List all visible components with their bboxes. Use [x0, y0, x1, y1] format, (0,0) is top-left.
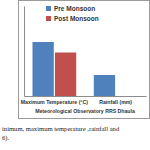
bar	[116, 96, 137, 97]
legend-swatch	[46, 16, 51, 21]
caption: 6).	[2, 134, 9, 142]
x-axis-title: Meteorological Observatory RRS Dhaula	[35, 108, 135, 114]
bar	[32, 42, 53, 96]
x-tick-label: Maximum Temperature (°C)	[21, 99, 88, 105]
chart-frame	[19, 1, 150, 119]
y-axis	[24, 7, 25, 97]
x-tick: Rainfall (mm)	[99, 96, 132, 105]
legend: Pre Monsoon Post Monsoon	[46, 5, 99, 22]
x-axis: Maximum Temperature (°C) Rainfall (mm)	[21, 96, 147, 105]
legend-swatch	[46, 6, 51, 11]
legend-label: Post Monsoon	[54, 15, 99, 22]
caption: inimum, maximum temperature ,rainfall an…	[2, 125, 120, 132]
bar	[94, 75, 115, 96]
chart: Maximum Temperature (°C) Rainfall (mm) Met…	[0, 0, 150, 150]
bars	[32, 42, 115, 96]
x-tick-label: Rainfall (mm)	[99, 99, 132, 105]
x-axis-line	[25, 96, 147, 97]
bar	[55, 53, 76, 97]
y-axis-line	[24, 7, 25, 97]
x-tick: Maximum Temperature (°C)	[21, 96, 88, 105]
legend-label: Pre Monsoon	[54, 5, 95, 12]
